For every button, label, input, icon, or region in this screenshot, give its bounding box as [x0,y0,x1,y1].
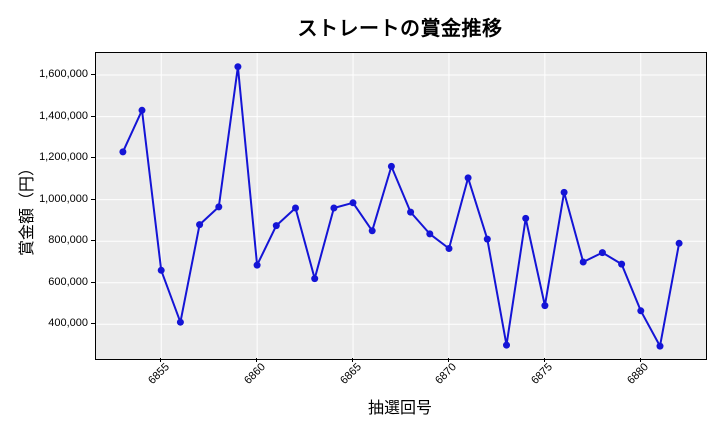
data-point-marker [503,341,510,349]
data-point-marker [387,162,395,170]
data-point-marker [407,208,415,216]
y-tick-label: 1,000,000 [39,192,88,205]
x-tick-label: 6855 [145,361,172,387]
data-point-marker [483,235,491,243]
data-point-marker [368,227,376,235]
chart-title: ストレートの賞金推移 [297,18,503,40]
data-point-marker [292,204,299,212]
x-tick-label: 6870 [433,361,460,387]
data-point-marker [253,261,261,269]
y-tick-label: 1,400,000 [39,109,88,122]
y-tick-label: 600,000 [48,275,88,288]
data-point-marker [119,148,127,156]
data-point-marker [656,342,664,350]
y-tick-mark [91,74,95,76]
x-axis-label: 抽選回号 [367,400,432,417]
y-tick-label: 400,000 [48,317,88,330]
data-point-marker [176,318,184,326]
data-point-marker [560,188,568,196]
data-point-marker [426,230,434,238]
x-tick-label: 6880 [625,361,652,387]
data-point-marker [445,245,453,252]
x-tick-mark [639,358,641,362]
data-point-marker [234,63,242,71]
data-point-marker [272,222,280,230]
plot-area [95,52,707,360]
y-tick-label: 800,000 [48,234,88,247]
data-point-marker [541,302,549,310]
data-point-marker [618,260,626,268]
data-point-marker [311,275,319,283]
data-point-marker [196,221,204,229]
y-tick-label: 1,200,000 [39,151,88,164]
y-tick-mark [91,323,95,325]
y-axis-label: 賞金額（円） [19,159,36,257]
y-tick-mark [91,281,95,283]
data-point-marker [464,174,472,182]
data-point-marker [215,203,223,211]
data-point-marker [157,266,165,274]
x-tick-label: 6860 [241,361,268,387]
data-point-marker [138,106,146,114]
prize-line-series [121,65,681,348]
y-tick-label: 1,600,000 [39,68,88,81]
x-tick-mark [160,358,162,362]
x-tick-mark [543,358,545,362]
x-tick-label: 6875 [529,361,556,387]
data-point-marker [330,204,338,212]
y-tick-mark [91,240,95,242]
y-tick-mark [91,157,95,159]
x-tick-mark [447,358,449,362]
x-tick-mark [352,358,354,362]
data-point-marker [579,258,587,266]
data-point-marker [522,214,530,222]
data-point-marker [598,249,606,257]
y-tick-mark [91,198,95,200]
x-tick-label: 6865 [337,361,364,387]
data-point-marker [637,307,645,315]
x-tick-mark [256,358,258,362]
y-tick-mark [91,115,95,117]
data-point-marker [675,239,683,247]
data-point-marker [349,199,357,207]
